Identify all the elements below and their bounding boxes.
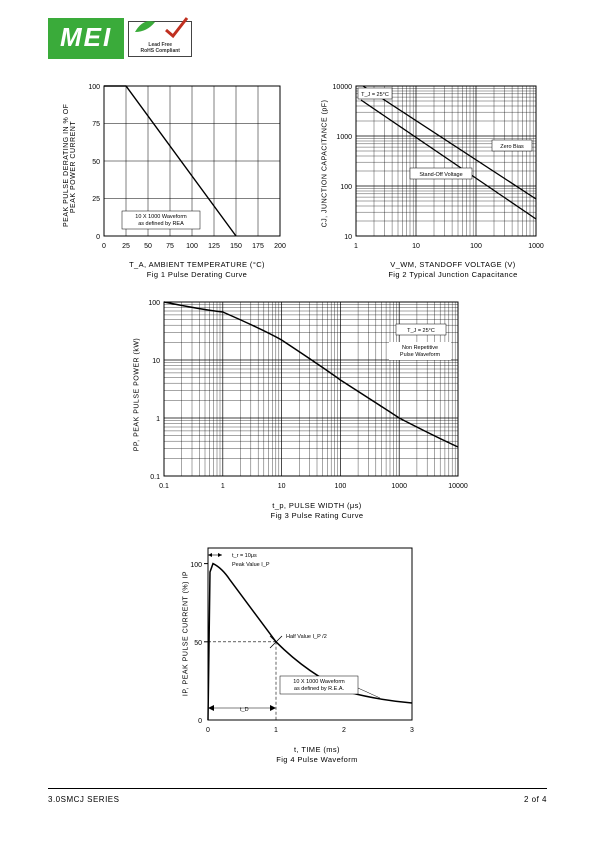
svg-text:10: 10 xyxy=(152,358,160,365)
svg-text:100: 100 xyxy=(190,562,202,569)
fig2-ylabel: CJ, JUNCTION CAPACITANCE (pF) xyxy=(322,89,329,239)
svg-text:75: 75 xyxy=(92,121,100,128)
fig4-caption: Fig 4 Pulse Waveform xyxy=(208,755,426,765)
svg-text:125: 125 xyxy=(208,243,220,250)
svg-text:25: 25 xyxy=(92,196,100,203)
fig1-xlabel: T_A, AMBIENT TEMPERATURE (°C) xyxy=(104,260,290,270)
svg-text:0: 0 xyxy=(102,243,106,250)
footer-page: 2 of 4 xyxy=(524,795,547,804)
fig4-ylabel: IP, PEAK PULSE CURRENT (%) IP xyxy=(183,554,190,714)
svg-text:2: 2 xyxy=(342,727,346,734)
checkmark-icon xyxy=(163,16,189,42)
svg-text:100: 100 xyxy=(340,184,352,191)
svg-text:T_J = 25°C: T_J = 25°C xyxy=(407,328,435,334)
footer-series: 3.0SMCJ SERIES xyxy=(48,795,119,804)
svg-text:0.1: 0.1 xyxy=(150,474,160,481)
svg-text:0: 0 xyxy=(198,718,202,725)
fig1-chart: 10 X 1000 Waveform as defined by REA 100… xyxy=(72,80,290,255)
svg-text:50: 50 xyxy=(144,243,152,250)
svg-text:25: 25 xyxy=(122,243,130,250)
svg-text:t_r = 10μs: t_r = 10μs xyxy=(232,553,257,559)
svg-text:10 X 1000 Waveform: 10 X 1000 Waveform xyxy=(293,679,345,685)
fig2-caption: Fig 2 Typical Junction Capacitance xyxy=(356,270,550,280)
fig3-ylabel: PP, PEAK PULSE POWER (kW) xyxy=(134,320,141,470)
svg-text:T_J = 25°C: T_J = 25°C xyxy=(361,92,389,98)
svg-text:Peak Value I_P: Peak Value I_P xyxy=(232,562,270,568)
svg-text:75: 75 xyxy=(166,243,174,250)
fig1-caption: Fig 1 Pulse Derating Curve xyxy=(104,270,290,280)
svg-text:100: 100 xyxy=(186,243,198,250)
svg-text:150: 150 xyxy=(230,243,242,250)
svg-text:1: 1 xyxy=(221,483,225,490)
fig3-xlabel: t_p, PULSE WIDTH (μs) xyxy=(164,501,470,511)
svg-text:10000: 10000 xyxy=(448,483,468,490)
svg-text:t_D: t_D xyxy=(240,707,249,713)
compliance-badge: Lead Free RoHS Compliant xyxy=(128,21,192,57)
svg-text:as defined by REA: as defined by REA xyxy=(138,221,184,227)
svg-text:50: 50 xyxy=(92,159,100,166)
svg-text:200: 200 xyxy=(274,243,286,250)
svg-text:Zero Bias: Zero Bias xyxy=(500,144,524,150)
fig4-chart: t_r = 10μs Peak Value I_P Half Value I_P… xyxy=(178,542,426,740)
fig1-ylabel: PEAK PULSE DERATING IN % OFPEAK POWER CU… xyxy=(63,107,77,227)
fig4-container: IP, PEAK PULSE CURRENT (%) IP xyxy=(178,542,426,765)
svg-text:Pulse Waveform: Pulse Waveform xyxy=(400,352,441,358)
page-footer: 3.0SMCJ SERIES 2 of 4 xyxy=(48,788,547,804)
leaf-icon xyxy=(133,18,157,36)
svg-text:10 X 1000 Waveform: 10 X 1000 Waveform xyxy=(135,214,187,220)
svg-text:Stand-Off Voltage: Stand-Off Voltage xyxy=(419,172,462,178)
svg-text:Non Repetitive: Non Repetitive xyxy=(402,345,438,351)
svg-text:100: 100 xyxy=(148,300,160,307)
mei-logo: MEI xyxy=(48,18,124,59)
fig3-container: PP, PEAK PULSE POWER (kW) xyxy=(130,296,470,521)
fig4-xlabel: t, TIME (ms) xyxy=(208,745,426,755)
header-logo-row: MEI Lead Free RoHS Compliant xyxy=(48,18,192,59)
badge-line2: RoHS Compliant xyxy=(131,48,189,54)
fig1-container: PEAK PULSE DERATING IN % OFPEAK POWER CU… xyxy=(72,80,290,280)
svg-text:1: 1 xyxy=(354,243,358,250)
svg-text:100: 100 xyxy=(335,483,347,490)
svg-text:10: 10 xyxy=(412,243,420,250)
svg-text:0: 0 xyxy=(206,727,210,734)
fig2-xlabel: V_WM, STANDOFF VOLTAGE (V) xyxy=(356,260,550,270)
fig3-chart: T_J = 25°C Non Repetitive Pulse Waveform… xyxy=(130,296,470,496)
svg-text:1: 1 xyxy=(274,727,278,734)
svg-text:100: 100 xyxy=(470,243,482,250)
svg-text:175: 175 xyxy=(252,243,264,250)
svg-text:0.1: 0.1 xyxy=(159,483,169,490)
svg-text:Half Value I_P /2: Half Value I_P /2 xyxy=(286,634,327,640)
svg-text:3: 3 xyxy=(410,727,414,734)
svg-text:1: 1 xyxy=(156,416,160,423)
svg-text:10000: 10000 xyxy=(333,84,353,91)
fig2-container: CJ, JUNCTION CAPACITANCE (pF) xyxy=(320,80,550,280)
svg-text:1000: 1000 xyxy=(336,134,352,141)
svg-text:as defined by R.E.A.: as defined by R.E.A. xyxy=(294,686,345,692)
svg-text:10: 10 xyxy=(278,483,286,490)
svg-text:1000: 1000 xyxy=(528,243,544,250)
svg-text:100: 100 xyxy=(88,84,100,91)
fig3-caption: Fig 3 Pulse Rating Curve xyxy=(164,511,470,521)
svg-text:1000: 1000 xyxy=(391,483,407,490)
svg-text:10: 10 xyxy=(344,234,352,241)
svg-text:50: 50 xyxy=(194,640,202,647)
svg-text:0: 0 xyxy=(96,234,100,241)
fig2-chart: T_J = 25°C Zero Bias Stand-Off Voltage 1… xyxy=(320,80,550,255)
